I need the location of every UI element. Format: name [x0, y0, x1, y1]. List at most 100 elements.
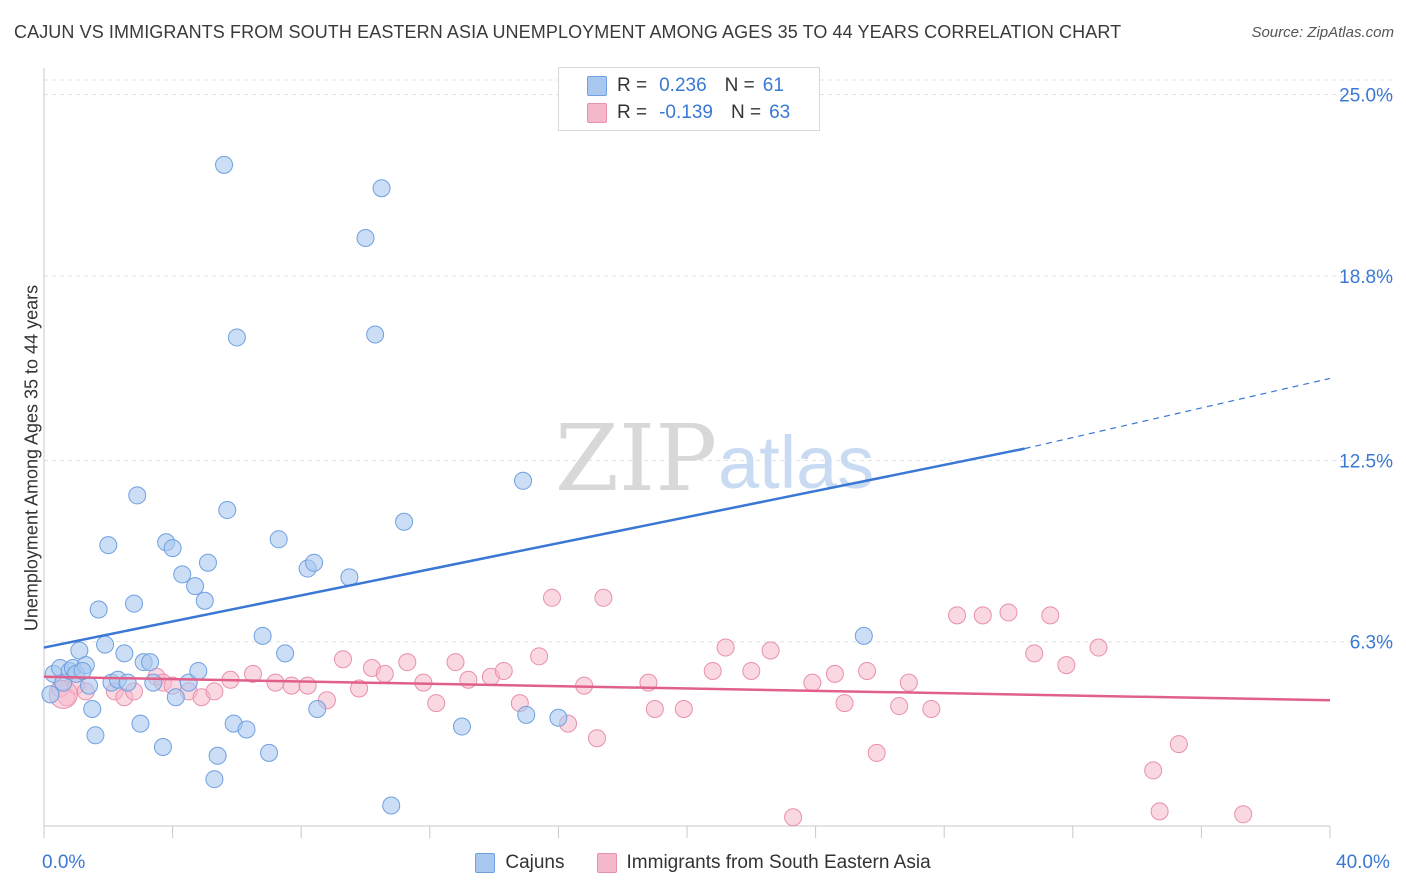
cajun-point — [173, 565, 192, 584]
cajun-point — [514, 471, 533, 490]
y-tick-label: 25.0% — [1339, 86, 1393, 107]
n-value-cajun: 61 — [762, 75, 784, 96]
cajun-point — [308, 699, 327, 718]
sea-point — [645, 699, 664, 718]
sea-point — [784, 808, 803, 827]
sea-point — [703, 661, 722, 680]
cajun-point — [96, 635, 115, 654]
sea-point — [350, 679, 369, 698]
sea-point — [266, 673, 285, 692]
stats-legend: R = 0.236 N = 61 R = -0.139 N = 63 — [558, 67, 820, 131]
y-tick-label: 18.8% — [1339, 267, 1393, 288]
cajun-point — [118, 673, 137, 692]
sea-swatch — [587, 103, 607, 123]
cajun-point — [41, 685, 60, 704]
cajun-legend-swatch — [475, 853, 496, 873]
sea-point — [674, 699, 693, 718]
cajun-point — [89, 600, 108, 619]
sea-point — [446, 653, 465, 672]
cajun-point — [260, 743, 279, 762]
r-label: R = — [617, 102, 648, 123]
sea-point — [1057, 656, 1076, 675]
cajun-point — [269, 530, 288, 549]
sea-point — [494, 661, 513, 680]
sea-point — [1150, 802, 1169, 821]
sea-trend-line — [43, 675, 1331, 702]
cajun-point — [356, 228, 375, 247]
sea-point — [825, 664, 844, 683]
sea-point — [542, 588, 561, 607]
cajun-point — [115, 644, 134, 663]
sea-point — [716, 638, 735, 657]
sea-point — [594, 588, 613, 607]
stats-legend-row-cajun: R = 0.236 N = 61 — [587, 73, 784, 99]
sea-point — [1041, 606, 1060, 625]
sea-point — [867, 743, 886, 762]
cajun-point — [517, 705, 536, 724]
sea-point — [427, 694, 446, 713]
cajun-point — [253, 626, 272, 645]
cajun-point — [276, 644, 295, 663]
sea-point — [205, 682, 224, 701]
series-cajun-points — [41, 155, 873, 815]
cajun-point — [198, 553, 217, 572]
sea-legend-swatch — [596, 853, 617, 873]
x-tick-label-min: 0.0% — [42, 852, 86, 873]
sea-point — [1025, 644, 1044, 663]
source-label: Source: ZipAtlas.com — [1251, 24, 1394, 41]
y-axis-label: Unemployment Among Ages 35 to 44 years — [21, 284, 42, 632]
sea-point — [948, 606, 967, 625]
sea-point — [835, 694, 854, 713]
cajun-swatch — [587, 76, 607, 96]
cajun-point — [195, 591, 214, 610]
sea-point — [1169, 735, 1188, 754]
sea-point — [858, 661, 877, 680]
r-label: R = — [617, 75, 648, 96]
x-tick-label-max: 40.0% — [1336, 852, 1390, 873]
cajun-point — [83, 699, 102, 718]
sea-point — [1144, 761, 1163, 780]
sea-point — [1089, 638, 1108, 657]
cajun-point — [125, 594, 144, 613]
cajun-trend-line — [43, 447, 1025, 649]
axes — [43, 68, 1331, 838]
cajun-point — [215, 155, 234, 174]
cajun-point — [218, 501, 237, 520]
watermark-atlas: atlas — [718, 421, 874, 504]
sea-point — [973, 606, 992, 625]
sea-point — [742, 661, 761, 680]
sea-point — [282, 676, 301, 695]
cajun-point — [237, 720, 256, 739]
cajun-point — [549, 708, 568, 727]
legend-label-sea: Immigrants from South Eastern Asia — [626, 852, 931, 873]
cajun-point — [372, 179, 391, 198]
series-sea-points — [48, 588, 1253, 827]
sea-point — [398, 653, 417, 672]
cajun-trend-extension — [1024, 377, 1331, 450]
sea-point — [333, 650, 352, 669]
cajun-point — [452, 717, 471, 736]
cajun-point — [366, 325, 385, 344]
series-legend: Cajuns Immigrants from South Eastern Asi… — [0, 852, 1406, 874]
cajun-point — [128, 486, 147, 505]
sea-point — [803, 673, 822, 692]
sea-point — [298, 676, 317, 695]
cajun-point — [163, 539, 182, 558]
sea-point — [587, 729, 606, 748]
cajun-point — [382, 796, 401, 815]
sea-point — [375, 664, 394, 683]
sea-point — [922, 699, 941, 718]
r-value-sea: -0.139 — [659, 102, 713, 123]
cajun-point — [189, 661, 208, 680]
sea-point — [243, 664, 262, 683]
sea-point — [999, 603, 1018, 622]
watermark-zip: ZIP — [555, 405, 717, 512]
cajun-point — [166, 688, 185, 707]
y-tick-label: 12.5% — [1339, 451, 1393, 472]
cajun-point — [227, 328, 246, 347]
cajun-point — [144, 673, 163, 692]
y-tick-label: 6.3% — [1350, 633, 1393, 654]
trend-lines — [43, 377, 1331, 702]
cajun-point — [186, 577, 205, 596]
